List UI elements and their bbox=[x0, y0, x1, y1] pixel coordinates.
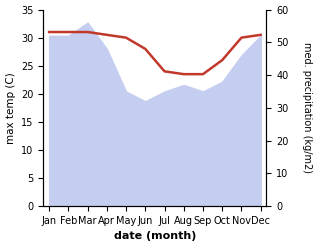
Y-axis label: max temp (C): max temp (C) bbox=[5, 72, 16, 144]
Y-axis label: med. precipitation (kg/m2): med. precipitation (kg/m2) bbox=[302, 42, 313, 173]
X-axis label: date (month): date (month) bbox=[114, 231, 196, 242]
